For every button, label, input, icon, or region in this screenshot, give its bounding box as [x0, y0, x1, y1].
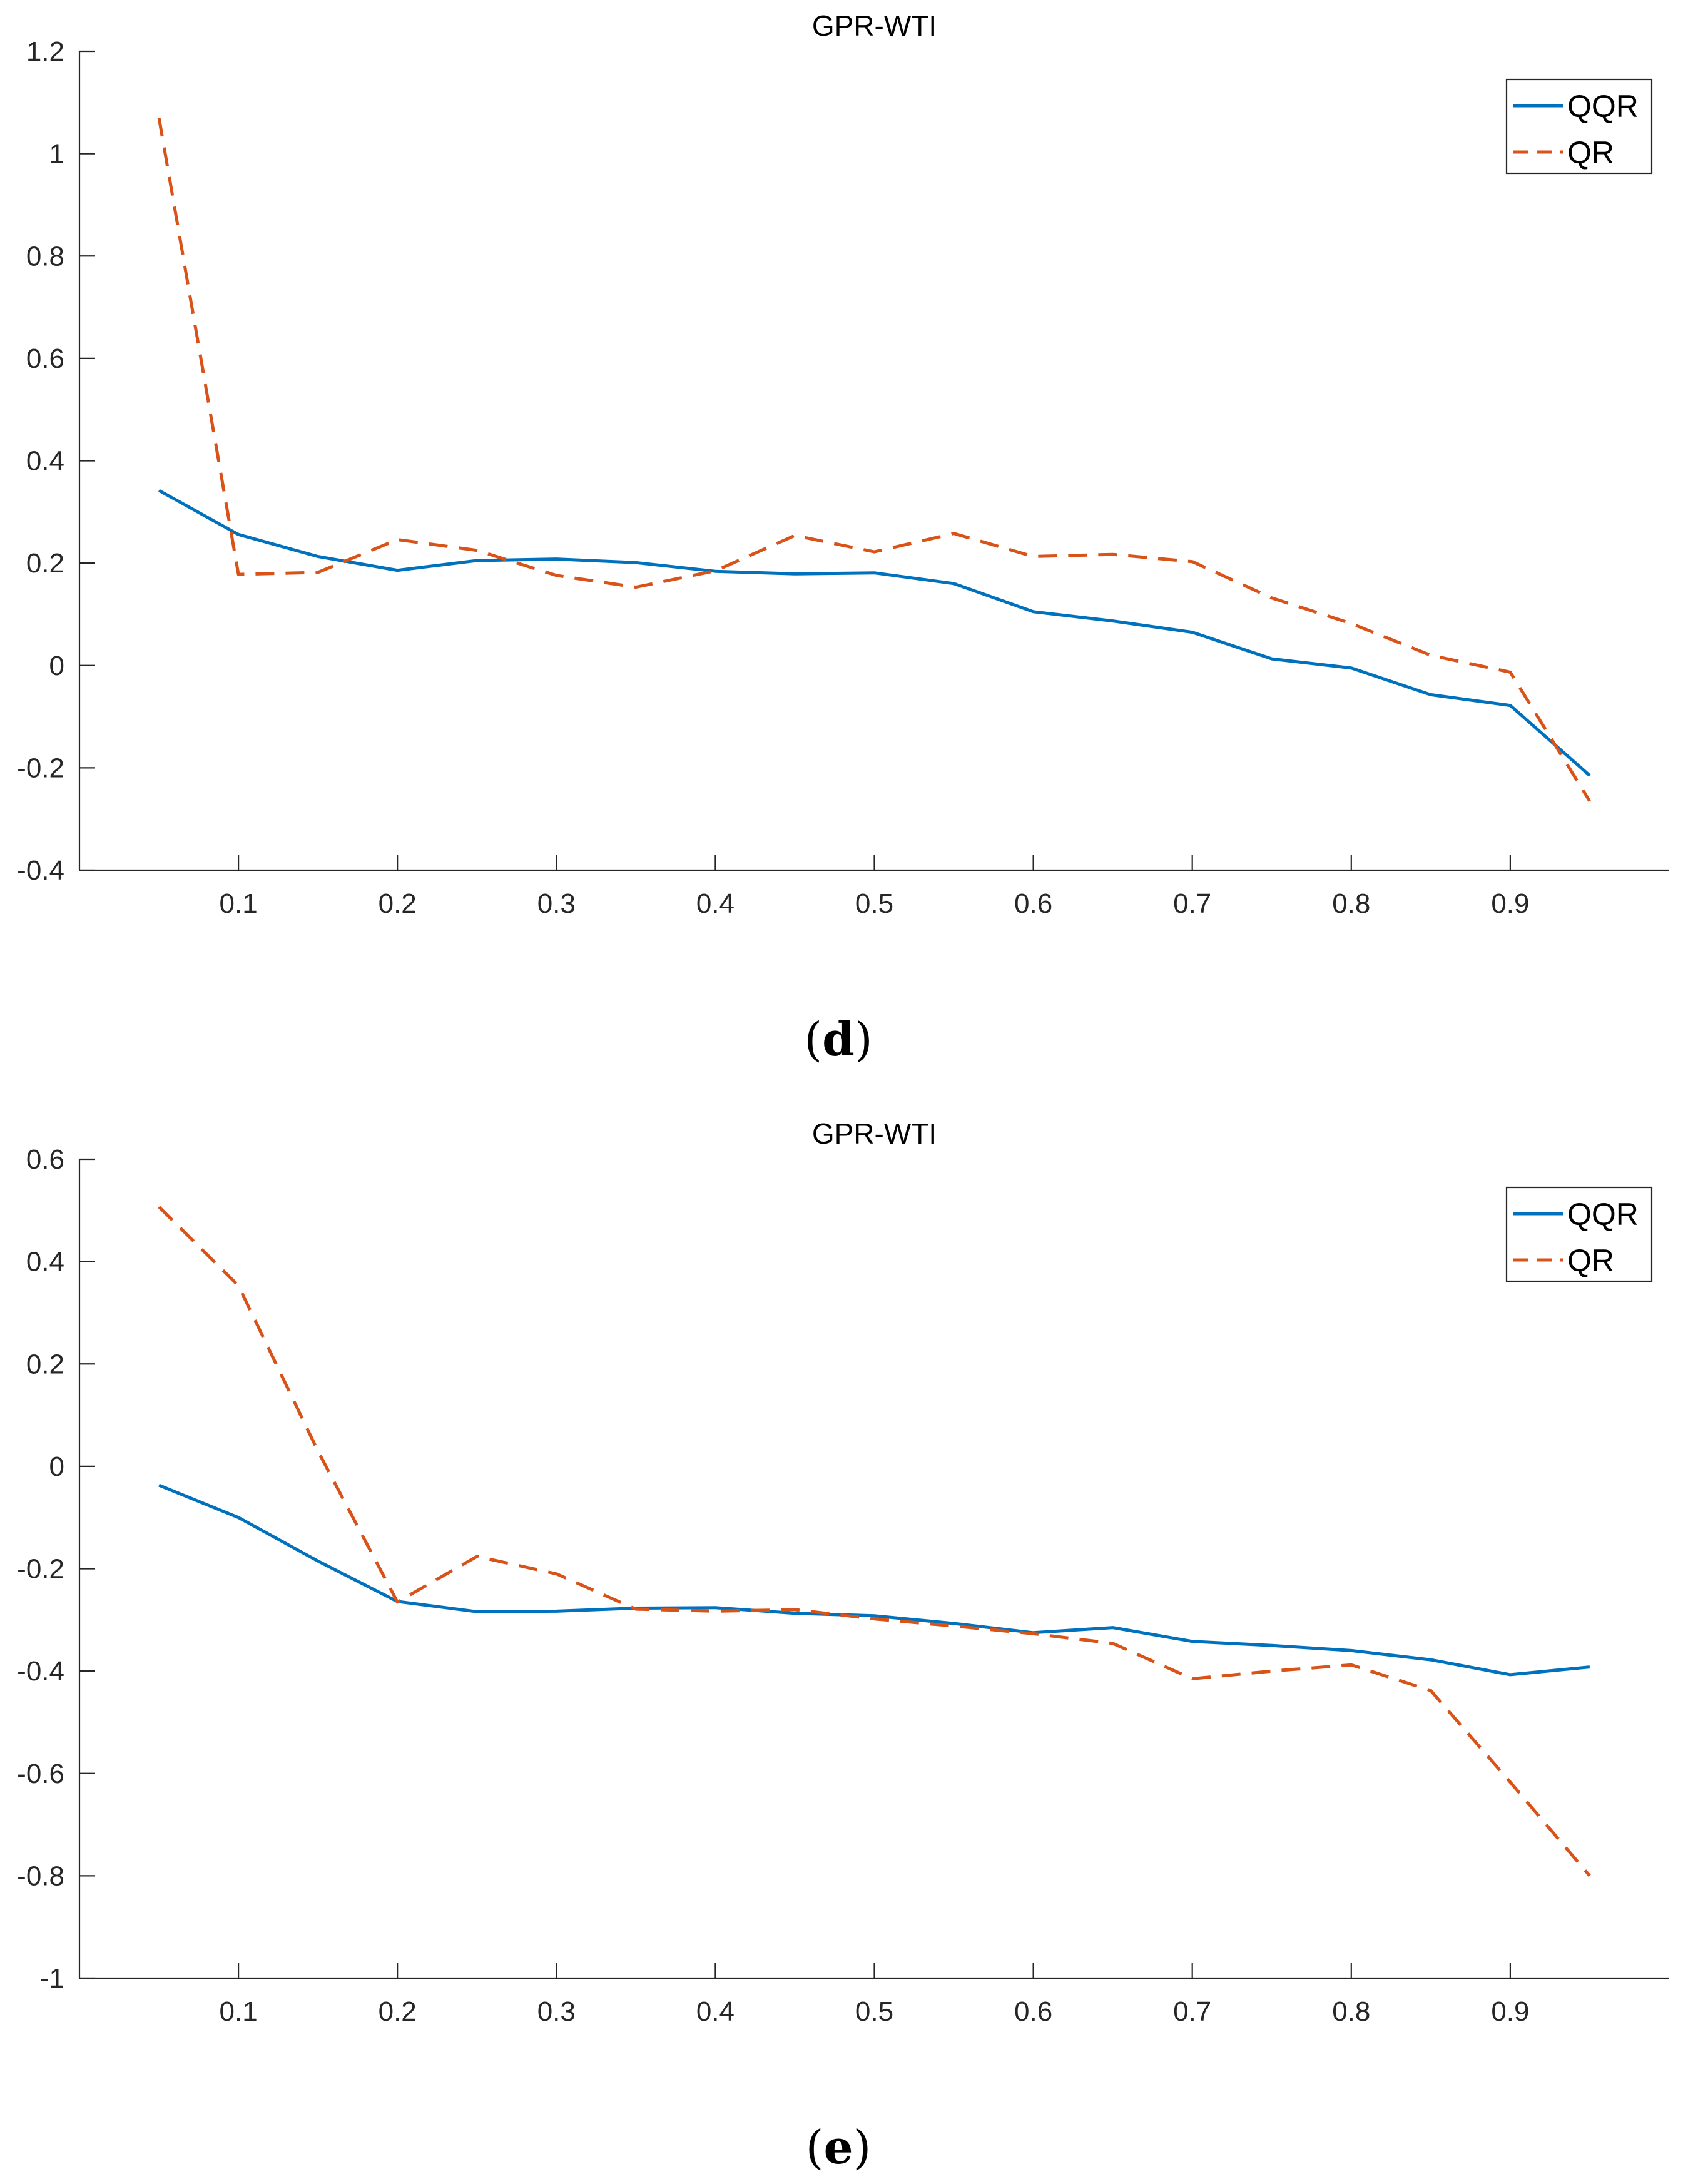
caption-letter: d [822, 1013, 855, 1067]
y-tick-label: 0.8 [26, 241, 64, 272]
chart-panel-e: GPR-WTI -1 -0.8 -0.6 -0.4 -0.2 0 0.2 0.4 0.6 0.1 0.… [17, 1117, 1669, 2175]
y-tick-label: -0.2 [17, 1554, 64, 1585]
legend-box [1505, 78, 1653, 175]
legend-label-qr: QR [1567, 135, 1614, 170]
caption-open-paren: ( [806, 2121, 824, 2175]
y-tick-label: -0.4 [17, 1656, 64, 1687]
legend-box [1505, 1186, 1653, 1282]
y-tick-label: 1.2 [26, 36, 64, 67]
caption-close-paren: ) [853, 2121, 872, 2175]
y-tick-label: 0.2 [26, 1349, 64, 1379]
figure-caption: (d) [804, 1013, 873, 1067]
y-tick-label: 0 [49, 1451, 64, 1482]
y-tick-label: -0.6 [17, 1759, 64, 1789]
x-tick-label: 0.7 [1173, 888, 1211, 919]
caption-close-paren: ) [855, 1013, 873, 1067]
y-tick-label: -1 [40, 1963, 64, 1994]
x-tick-label: 0.4 [696, 888, 735, 919]
x-tick-label: 0.4 [696, 1996, 735, 2027]
x-tick-label: 0.2 [379, 1996, 417, 2027]
chart-panel-d: GPR-WTI -0.4 -0.2 0 0.2 0.4 0.6 0.8 1 1.2 0.1 0.2 0.… [17, 9, 1669, 1067]
x-tick-label: 0.9 [1491, 1996, 1529, 2027]
chart-title: GPR-WTI [812, 9, 937, 42]
x-tick-label: 0.1 [220, 1996, 258, 2027]
caption-letter: e [823, 2121, 853, 2175]
y-tick-label: -0.4 [17, 855, 64, 886]
y-tick-label: 0 [49, 651, 64, 681]
chart-title: GPR-WTI [812, 1117, 937, 1150]
y-tick-label: -0.8 [17, 1861, 64, 1891]
caption-open-paren: ( [804, 1013, 822, 1067]
series-line-qqr [158, 489, 1591, 777]
y-tick-label: 1 [49, 139, 64, 170]
legend-label-qqr: QQR [1567, 1197, 1639, 1232]
y-tick-label: 0.4 [26, 1247, 64, 1277]
x-tick-label: 0.8 [1332, 1996, 1370, 2027]
x-tick-label: 0.1 [220, 888, 258, 919]
x-tick-label: 0.6 [1014, 888, 1052, 919]
x-tick-label: 0.3 [537, 1996, 576, 2027]
x-tick-label: 0.3 [537, 888, 576, 919]
y-tick-label: 0.4 [26, 446, 64, 477]
legend-label-qqr: QQR [1567, 89, 1639, 124]
series-line-qr [157, 117, 1592, 802]
y-tick-label: 0.6 [26, 343, 64, 374]
x-tick-label: 0.7 [1173, 1996, 1211, 2027]
x-tick-label: 0.5 [855, 1996, 893, 2027]
series-line-qqr [158, 1483, 1590, 1677]
y-tick-label: 0.2 [26, 548, 64, 579]
x-tick-label: 0.5 [855, 888, 893, 919]
legend-label-qr: QR [1567, 1243, 1614, 1278]
y-tick-label: 0.6 [26, 1144, 64, 1175]
y-tick-label: -0.2 [17, 753, 64, 783]
x-tick-label: 0.8 [1332, 888, 1370, 919]
x-tick-label: 0.6 [1014, 1996, 1052, 2027]
x-tick-label: 0.2 [379, 888, 417, 919]
series-line-qr [158, 1206, 1591, 1877]
x-tick-label: 0.9 [1491, 888, 1529, 919]
figure-caption: (e) [806, 2121, 872, 2175]
